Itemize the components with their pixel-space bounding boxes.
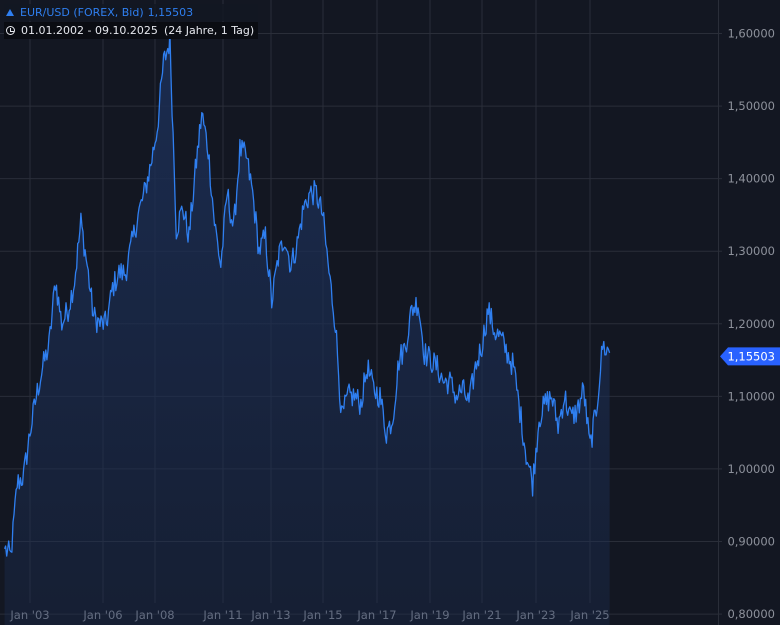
y-tick-label: 0,80000 — [727, 607, 775, 621]
legend-last-value: 1,15503 — [147, 6, 194, 19]
last-price-label: 1,15503 — [727, 349, 775, 363]
series-line[interactable] — [3, 30, 611, 557]
legend-period-label: (24 Jahre, 1 Tag) — [163, 24, 255, 37]
y-tick-label: 1,20000 — [727, 317, 775, 331]
area-chart-icon — [6, 9, 14, 16]
y-tick-label: 1,60000 — [727, 27, 775, 41]
y-tick-label: 1,30000 — [727, 244, 775, 258]
y-tick-label: 0,90000 — [727, 535, 775, 549]
legend-range-row[interactable]: 01.01.2002 - 09.10.2025 (24 Jahre, 1 Tag… — [4, 22, 259, 39]
chart-legend: EUR/USD (FOREX, Bid) 1,15503 01.01.2002 … — [4, 4, 259, 39]
y-tick-label: 1,40000 — [727, 172, 775, 186]
clock-icon — [6, 26, 15, 35]
legend-symbol-row[interactable]: EUR/USD (FOREX, Bid) 1,15503 — [4, 4, 259, 21]
y-tick-label: 1,50000 — [727, 99, 775, 113]
y-tick-label: 1,10000 — [727, 389, 775, 403]
y-tick-label: 1,00000 — [727, 462, 775, 476]
series-area-fill — [4, 30, 610, 625]
legend-symbol-label: EUR/USD (FOREX, Bid) — [20, 6, 144, 19]
last-price-tag — [720, 347, 780, 366]
legend-range-label: 01.01.2002 - 09.10.2025 — [21, 24, 158, 37]
